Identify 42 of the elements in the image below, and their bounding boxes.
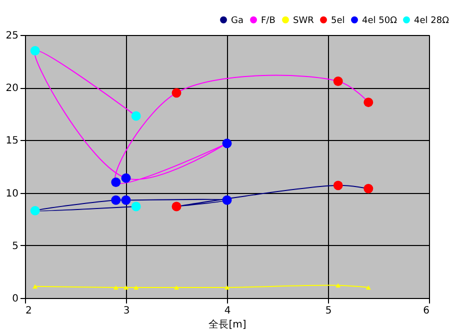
x-tick-label: 6 [423, 306, 430, 316]
point [222, 195, 232, 205]
point [174, 285, 179, 290]
legend-label: 4el 50Ω [362, 16, 398, 26]
point [333, 76, 343, 86]
point [124, 285, 128, 290]
point [333, 180, 343, 190]
point [224, 285, 230, 290]
point [32, 284, 38, 289]
point [131, 202, 141, 212]
x-tick-label: 2 [26, 306, 32, 316]
y-tick-label: 15 [6, 136, 18, 147]
y-tick-label: 0 [12, 294, 18, 304]
legend-label: F/B [261, 16, 276, 26]
y-tick-label: 20 [6, 83, 18, 94]
point [366, 285, 371, 290]
point [111, 178, 121, 188]
y-tick-label: 5 [12, 240, 18, 252]
x-tick-label: 5 [325, 306, 332, 316]
x-tick-label: 4 [224, 306, 231, 316]
point [222, 138, 232, 148]
y-tick-label: 10 [6, 188, 18, 200]
legend-label: SWR [293, 16, 314, 26]
point [131, 111, 141, 121]
point [30, 46, 40, 56]
point [172, 88, 182, 98]
point [172, 202, 182, 212]
point [364, 98, 374, 108]
point [364, 184, 374, 194]
x-tick-label: 3 [123, 306, 130, 316]
point [134, 285, 139, 290]
x-axis-title: 全長[m] [208, 318, 246, 330]
point [336, 283, 341, 288]
legend-label: Ga [231, 16, 244, 26]
legend-label: 4el 28Ω [414, 16, 450, 26]
y-tick-label: 25 [6, 30, 18, 42]
point [113, 285, 118, 290]
point [111, 195, 121, 205]
point [121, 195, 131, 205]
legend-label: 5el [331, 16, 345, 26]
point [121, 173, 131, 183]
point [30, 206, 40, 216]
